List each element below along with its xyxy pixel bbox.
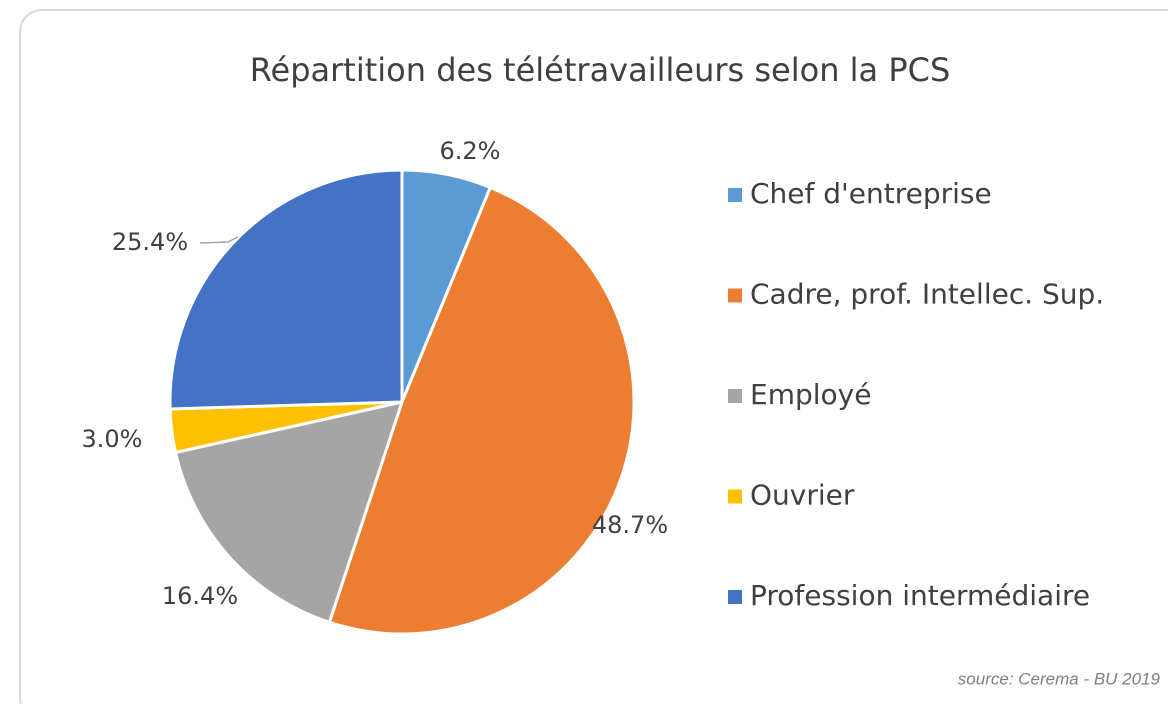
data-label: 25.4% (112, 228, 188, 256)
legend-label: Chef d'entreprise (750, 177, 992, 210)
data-label: 48.7% (592, 511, 668, 539)
legend-label: Employé (750, 378, 871, 411)
data-label: 16.4% (162, 582, 238, 610)
legend-swatch (728, 590, 742, 604)
source-note: source: Cerema - BU 2019 (958, 669, 1161, 688)
data-label: 6.2% (440, 137, 501, 165)
legend-swatch (728, 389, 742, 403)
pie-slice (327, 185, 636, 636)
pie-slice (168, 168, 404, 411)
pie-slice (173, 399, 405, 625)
legend-swatch (728, 489, 742, 504)
chart-title: Répartition des télétravailleurs selon l… (250, 51, 951, 89)
leader-line (199, 236, 239, 244)
legend-swatch (728, 288, 742, 303)
legend-label: Ouvrier (750, 479, 855, 512)
legend-swatch (728, 188, 742, 202)
legend-label: Cadre, prof. Intellec. Sup. (750, 278, 1104, 311)
data-label: 3.0% (82, 425, 143, 453)
legend-label: Profession intermédiaire (750, 579, 1090, 612)
